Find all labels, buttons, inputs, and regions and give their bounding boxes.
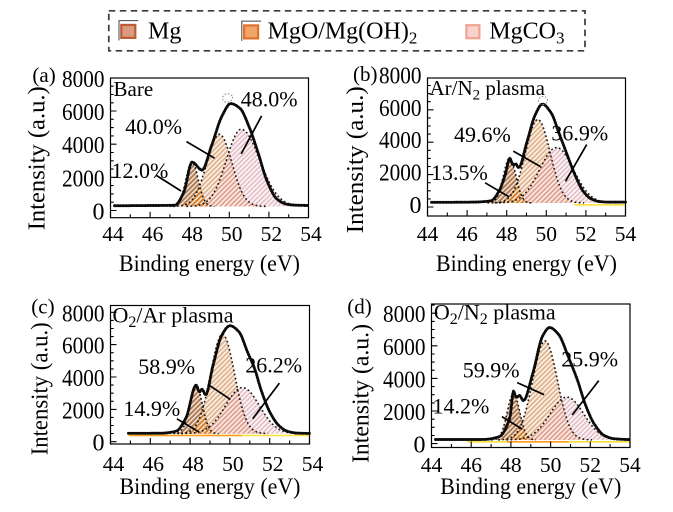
- svg-text:MgO/Mg(OH)2: MgO/Mg(OH)2: [268, 19, 418, 48]
- svg-text:0: 0: [410, 193, 422, 219]
- svg-text:52: 52: [261, 222, 283, 246]
- svg-text:Binding energy (eV): Binding energy (eV): [119, 251, 300, 277]
- svg-text:46: 46: [142, 222, 164, 246]
- svg-text:54: 54: [300, 222, 322, 246]
- svg-text:50: 50: [536, 222, 558, 246]
- svg-text:36.9%: 36.9%: [551, 120, 608, 145]
- svg-text:8000: 8000: [62, 67, 105, 93]
- svg-text:(d): (d): [347, 295, 372, 319]
- svg-text:Mg: Mg: [148, 19, 181, 45]
- svg-text:4000: 4000: [383, 367, 426, 393]
- svg-text:58.9%: 58.9%: [138, 354, 195, 379]
- svg-text:52: 52: [575, 222, 597, 246]
- svg-text:50: 50: [222, 452, 244, 476]
- svg-text:13.5%: 13.5%: [431, 160, 488, 185]
- svg-text:44: 44: [102, 222, 124, 246]
- svg-text:54: 54: [619, 453, 641, 477]
- svg-text:52: 52: [262, 452, 284, 476]
- svg-text:4000: 4000: [62, 366, 105, 392]
- svg-text:4000: 4000: [379, 128, 422, 154]
- svg-text:48: 48: [182, 452, 204, 476]
- svg-text:48: 48: [496, 222, 518, 246]
- svg-text:54: 54: [302, 452, 324, 476]
- svg-text:40.0%: 40.0%: [125, 114, 182, 139]
- svg-text:26.2%: 26.2%: [245, 353, 302, 378]
- svg-text:Binding energy (eV): Binding energy (eV): [440, 474, 621, 500]
- svg-text:46: 46: [143, 452, 165, 476]
- svg-text:46: 46: [456, 222, 478, 246]
- svg-text:Intensity (a.u.): Intensity (a.u.): [343, 86, 369, 233]
- svg-text:50: 50: [221, 222, 243, 246]
- svg-text:(a): (a): [32, 63, 55, 87]
- svg-text:54: 54: [615, 222, 637, 246]
- svg-text:2000: 2000: [383, 400, 426, 426]
- svg-text:12.0%: 12.0%: [112, 158, 169, 183]
- svg-text:44: 44: [103, 452, 125, 476]
- svg-text:14.2%: 14.2%: [433, 393, 490, 418]
- svg-text:44: 44: [417, 222, 439, 246]
- svg-text:(b): (b): [353, 62, 378, 86]
- svg-text:O2/Ar plasma: O2/Ar plasma: [113, 303, 234, 332]
- svg-text:2000: 2000: [62, 166, 105, 192]
- svg-text:52: 52: [580, 453, 602, 477]
- svg-text:MgCO3: MgCO3: [489, 19, 564, 48]
- svg-text:49.6%: 49.6%: [454, 122, 511, 147]
- svg-text:59.9%: 59.9%: [463, 358, 520, 383]
- svg-text:(c): (c): [31, 295, 54, 319]
- svg-text:6000: 6000: [383, 335, 426, 361]
- svg-text:0: 0: [93, 431, 105, 457]
- svg-text:Binding energy (eV): Binding energy (eV): [436, 251, 617, 277]
- svg-text:8000: 8000: [62, 301, 105, 327]
- svg-text:0: 0: [414, 433, 426, 459]
- svg-text:O2/N2 plasma: O2/N2 plasma: [434, 300, 556, 329]
- svg-text:50: 50: [540, 453, 562, 477]
- svg-text:2000: 2000: [62, 398, 105, 424]
- svg-text:Ar/N2 plasma: Ar/N2 plasma: [430, 76, 546, 104]
- svg-text:Bare: Bare: [114, 77, 154, 101]
- svg-text:6000: 6000: [62, 100, 105, 126]
- svg-text:14.9%: 14.9%: [123, 396, 180, 421]
- svg-text:Intensity (a.u.): Intensity (a.u.): [348, 324, 374, 463]
- svg-text:4000: 4000: [62, 133, 105, 159]
- svg-text:44: 44: [421, 453, 443, 477]
- svg-text:Intensity (a.u.): Intensity (a.u.): [27, 322, 53, 455]
- svg-text:46: 46: [460, 453, 482, 477]
- svg-text:8000: 8000: [379, 63, 422, 89]
- svg-text:48: 48: [181, 222, 203, 246]
- svg-text:25.9%: 25.9%: [561, 347, 618, 372]
- svg-text:Binding energy (eV): Binding energy (eV): [120, 474, 301, 500]
- svg-text:Intensity (a.u.): Intensity (a.u.): [25, 86, 51, 230]
- svg-text:48: 48: [500, 453, 522, 477]
- svg-text:6000: 6000: [62, 334, 105, 360]
- svg-text:2000: 2000: [379, 161, 422, 187]
- svg-text:6000: 6000: [379, 96, 422, 122]
- svg-text:48.0%: 48.0%: [241, 87, 298, 112]
- svg-text:0: 0: [93, 200, 105, 226]
- svg-text:8000: 8000: [383, 302, 426, 328]
